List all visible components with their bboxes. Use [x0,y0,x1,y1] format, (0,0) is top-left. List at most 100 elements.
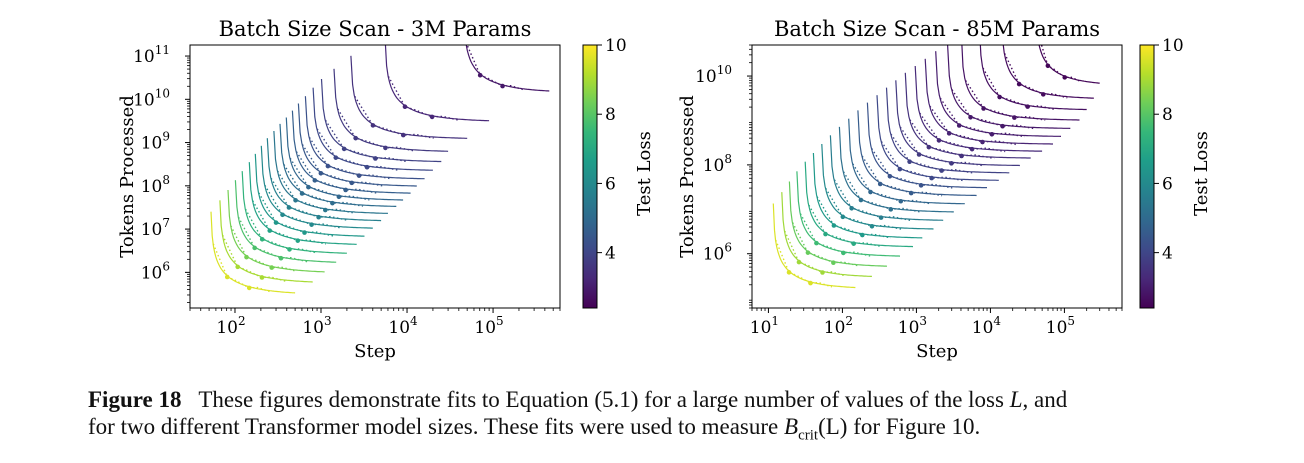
series-9 [895,80,1020,167]
fit-curve [924,58,1053,145]
data-point [267,228,273,233]
data-point [336,194,342,200]
data-point [269,265,275,270]
data-point [1016,81,1022,87]
data-point [968,114,973,120]
series-7 [297,103,417,187]
data-point [259,236,265,242]
x-axis-label: Step [354,341,396,362]
series-20 [796,171,901,257]
y-tick-exponent: 10 [155,86,170,100]
fit-curve [885,87,1010,174]
data-point [1000,123,1005,129]
data-dotted-line [799,213,871,257]
data-point [244,254,249,260]
y-tick-label: 106 [141,259,170,283]
x-tick-exponent: 4 [410,314,418,328]
data-point [841,250,846,256]
series-3 [333,68,449,152]
data-dotted-line [221,234,287,282]
x-tick-exponent: 5 [1067,314,1075,328]
series-15 [248,162,357,245]
data-point [349,180,355,186]
data-dotted-line [337,108,416,152]
fit-curve [1038,45,1100,84]
data-point [325,163,331,169]
series-3 [961,45,1080,121]
data-point [299,191,305,196]
fit-curve [772,203,856,289]
data-point [808,280,813,286]
fit-curve [829,135,944,221]
data-dotted-line [301,144,383,187]
colorbar-tick-label: 8 [1162,105,1173,125]
data-point [306,184,311,190]
series-17 [821,143,934,230]
data-point [500,83,505,89]
y-tick-label: 107 [141,216,170,240]
fit-curve [285,117,404,201]
data-point [1040,92,1046,97]
x-tick-label: 104 [388,314,418,338]
series-18 [812,152,923,239]
figure-caption: Figure 18 These figures demonstrate fits… [88,386,1268,450]
y-axis-label: Tokens Processed [117,95,138,258]
series-22 [781,192,872,277]
data-dotted-line [258,192,334,237]
data-point [926,144,932,150]
data-point [370,123,376,128]
x-tick-label: 103 [898,314,927,338]
axes-frame [751,44,1123,309]
axes-frame [189,44,561,309]
series-15 [838,126,954,213]
data-point [840,214,846,220]
data-dotted-line [354,96,434,139]
data-point [860,232,865,238]
fit-curve [260,145,373,229]
y-tick-exponent: 11 [155,43,170,57]
data-point [353,135,358,141]
data-point [312,178,318,183]
caption-label: Figure 18 [88,387,182,412]
caption-line2: for two different Transformer model size… [88,414,784,439]
series-13 [857,110,977,197]
data-point [858,197,864,203]
data-point [1045,63,1051,69]
series-5 [935,51,1062,138]
series-9 [285,117,404,201]
fit-curve [796,171,901,257]
data-point [224,274,230,280]
data-point [295,238,301,243]
x-tick-label: 104 [972,314,1002,338]
caption-paren: (L) [818,414,848,439]
x-tick-label: 103 [302,314,331,338]
x-tick-label: 105 [474,314,503,338]
fit-curve [320,78,442,163]
data-point [823,231,828,237]
colorbar-tick-label: 4 [1162,244,1173,264]
series-19 [804,161,914,248]
data-point [477,72,483,78]
fit-curve [254,153,365,237]
y-axis-label: Tokens Processed [677,95,698,258]
colorbar-tick-label: 8 [605,105,616,125]
fit-curve [788,181,888,267]
data-point [373,156,378,161]
data-dotted-line [289,157,370,201]
caption-loss-symbol: L [1009,387,1023,412]
data-dotted-line [951,89,1035,130]
data-point [888,207,894,212]
data-point [831,260,836,266]
series-8 [904,72,1031,160]
data-point [273,220,279,225]
colorbar-tick-label: 6 [605,174,616,194]
x-tick-exponent: 2 [238,314,246,328]
data-point [333,155,339,160]
fit-curve [279,123,397,207]
series-21 [788,181,888,267]
fit-curve [350,55,468,139]
data-dotted-line [1003,53,1068,99]
data-point [1025,104,1030,109]
data-dotted-line [871,148,953,189]
